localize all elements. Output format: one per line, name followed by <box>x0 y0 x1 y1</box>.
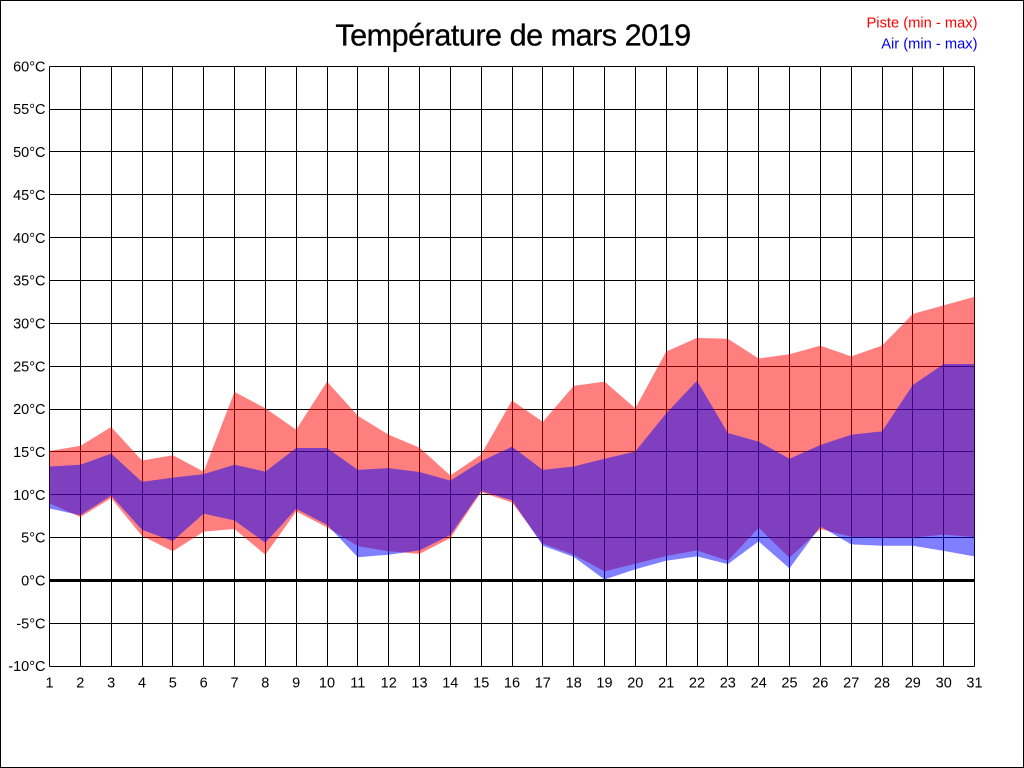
svg-text:27: 27 <box>843 676 859 692</box>
svg-text:Air (min - max): Air (min - max) <box>881 37 977 53</box>
svg-text:45°C: 45°C <box>13 188 45 204</box>
svg-text:13: 13 <box>411 676 427 692</box>
svg-text:10: 10 <box>319 676 335 692</box>
svg-text:28: 28 <box>874 676 890 692</box>
svg-text:55°C: 55°C <box>13 102 45 118</box>
svg-text:20°C: 20°C <box>13 402 45 418</box>
svg-text:40°C: 40°C <box>13 231 45 247</box>
svg-text:25: 25 <box>781 676 797 692</box>
svg-text:15°C: 15°C <box>13 445 45 461</box>
svg-text:8: 8 <box>261 676 269 692</box>
svg-text:18: 18 <box>566 676 582 692</box>
svg-text:1: 1 <box>45 676 53 692</box>
svg-text:12: 12 <box>381 676 397 692</box>
svg-text:25°C: 25°C <box>13 359 45 375</box>
svg-text:0°C: 0°C <box>21 574 45 590</box>
svg-text:9: 9 <box>292 676 300 692</box>
svg-text:17: 17 <box>535 676 551 692</box>
svg-text:29: 29 <box>905 676 921 692</box>
svg-text:31: 31 <box>966 676 982 692</box>
svg-text:26: 26 <box>812 676 828 692</box>
svg-text:20: 20 <box>627 676 643 692</box>
svg-text:60°C: 60°C <box>13 59 45 75</box>
svg-text:11: 11 <box>350 676 365 692</box>
svg-text:Température de mars 2019: Température de mars 2019 <box>335 19 690 53</box>
svg-text:Piste (min - max): Piste (min - max) <box>867 15 978 31</box>
svg-text:10°C: 10°C <box>13 488 45 504</box>
svg-text:4: 4 <box>138 676 146 692</box>
svg-text:16: 16 <box>504 676 520 692</box>
svg-text:30: 30 <box>936 676 952 692</box>
svg-text:23: 23 <box>720 676 736 692</box>
svg-text:6: 6 <box>200 676 208 692</box>
svg-text:14: 14 <box>442 676 458 692</box>
svg-text:22: 22 <box>689 676 705 692</box>
svg-text:5°C: 5°C <box>21 531 45 547</box>
svg-text:30°C: 30°C <box>13 317 45 333</box>
svg-text:7: 7 <box>230 676 238 692</box>
svg-text:15: 15 <box>473 676 489 692</box>
svg-text:24: 24 <box>751 676 767 692</box>
svg-text:5: 5 <box>169 676 177 692</box>
svg-text:-5°C: -5°C <box>16 616 45 632</box>
svg-text:3: 3 <box>107 676 115 692</box>
svg-text:35°C: 35°C <box>13 274 45 290</box>
svg-text:-10°C: -10°C <box>8 659 45 675</box>
svg-text:21: 21 <box>658 676 674 692</box>
svg-text:50°C: 50°C <box>13 145 45 161</box>
svg-text:2: 2 <box>76 676 84 692</box>
svg-text:19: 19 <box>596 676 612 692</box>
